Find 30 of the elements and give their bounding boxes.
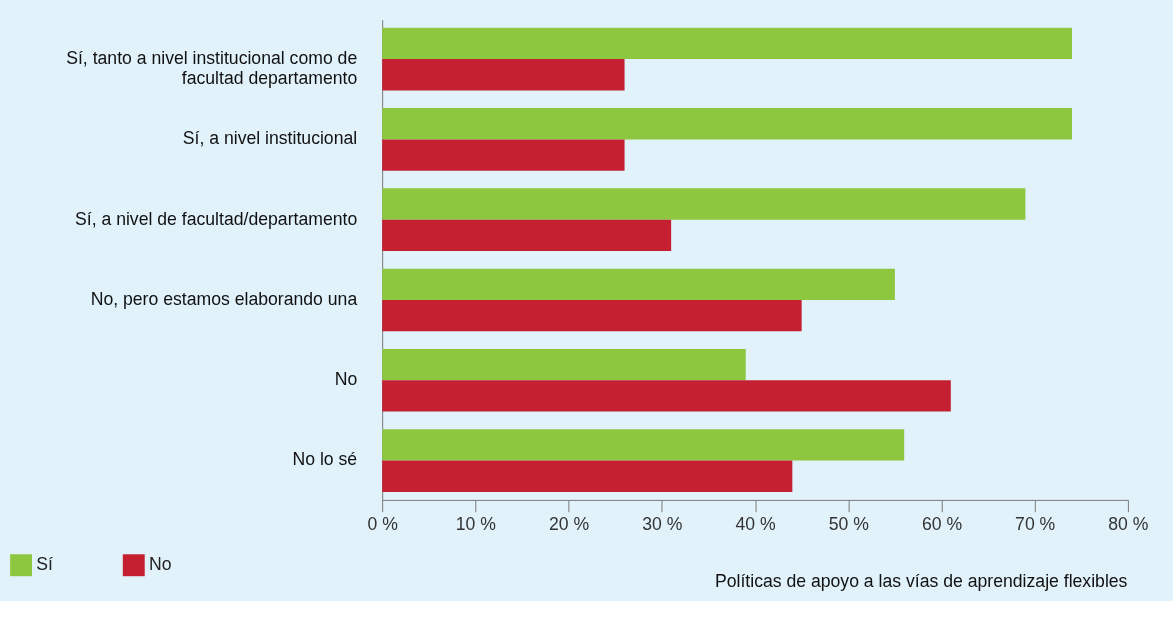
bar — [382, 27, 1072, 60]
bar — [382, 380, 951, 412]
bar — [382, 299, 802, 332]
y-tick-label: No lo sé — [292, 449, 358, 470]
y-tick-label: Sí, a nivel de facultad/departamento — [75, 208, 358, 229]
bar — [382, 188, 1026, 220]
x-tick-label: 70 % — [1015, 513, 1056, 534]
x-tick-label: 20 % — [549, 513, 590, 534]
bar — [382, 429, 905, 461]
x-tick-label: 40 % — [735, 513, 776, 534]
legend-label: Sí — [36, 554, 54, 575]
bar — [382, 219, 672, 251]
bar — [382, 348, 746, 381]
x-tick-label: 30 % — [642, 513, 683, 534]
bar — [382, 59, 625, 91]
x-axis-title: Políticas de apoyo a las vías de aprendizaje flexibles — [714, 570, 1128, 591]
y-tick-label: Sí, a nivel institucional — [182, 128, 358, 149]
x-tick-label: 60 % — [921, 513, 963, 534]
x-tick-label: 10 % — [455, 513, 497, 534]
legend-label: No — [148, 554, 172, 575]
x-tick-label: 80 % — [1108, 513, 1149, 534]
bar — [382, 139, 625, 171]
x-tick-label: 0 % — [367, 513, 399, 534]
bar — [382, 460, 793, 492]
y-tick-label: Sí, tanto a nivel institucional como de facultad departamento — [66, 47, 358, 88]
x-tick-label: 50 % — [828, 513, 870, 534]
bar — [382, 268, 895, 300]
y-tick-label: No, pero estamos elaborando una — [90, 288, 358, 309]
y-tick-label: No — [334, 369, 358, 390]
bar — [382, 108, 1072, 140]
